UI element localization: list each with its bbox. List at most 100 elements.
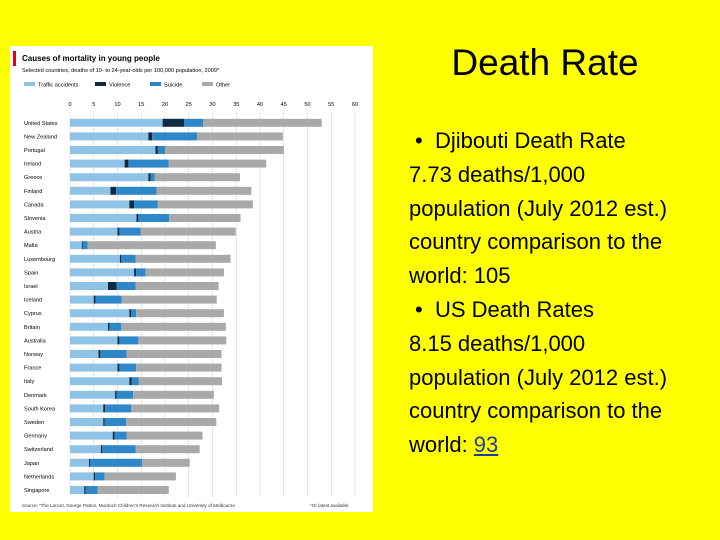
- legend-swatch: [202, 82, 213, 86]
- bar-segment: [103, 404, 106, 413]
- bar-segment: [134, 200, 158, 209]
- us-population: population (July 2012 est.): [409, 364, 668, 390]
- bar-segment: [87, 241, 216, 250]
- category-label: Greece: [24, 175, 42, 181]
- bar-segment: [89, 458, 143, 467]
- bar-segment: [108, 282, 117, 290]
- category-label: France: [24, 366, 41, 372]
- bar-segment: [97, 486, 169, 494]
- category-label: Britain: [24, 325, 40, 331]
- bar-segment: [121, 295, 217, 304]
- bar-segment: [70, 227, 118, 236]
- bar-segment: [129, 377, 132, 386]
- us-bullet-line: • US Death Rates: [409, 293, 717, 327]
- x-tick-label: 40: [257, 102, 263, 108]
- bar-segment: [70, 390, 116, 399]
- djibouti-comparison: country comparison to the: [409, 229, 663, 255]
- chart-bars: [70, 118, 322, 494]
- category-label: Germany: [24, 434, 47, 440]
- bar-segment: [85, 486, 98, 494]
- category-label: Portugal: [24, 148, 45, 154]
- bar-segment: [70, 445, 101, 454]
- bar-segment: [119, 227, 141, 236]
- bar-segment: [115, 390, 117, 399]
- x-tick-label: 45: [281, 102, 287, 108]
- category-label: Slovenia: [24, 216, 46, 222]
- bar-segment: [126, 418, 217, 426]
- bar-segment: [197, 132, 283, 141]
- bar-segment: [104, 418, 127, 426]
- bar-segment: [70, 282, 108, 290]
- x-tick-label: 50: [304, 102, 310, 108]
- us-comparison: country comparison to the: [409, 398, 663, 424]
- bar-segment: [148, 132, 153, 141]
- us-rank-link[interactable]: 93: [473, 432, 499, 458]
- bar-segment: [142, 458, 190, 467]
- bar-segment: [150, 173, 155, 182]
- bar-segment: [102, 445, 136, 454]
- us-rank-prefix: world:: [409, 432, 474, 458]
- category-label: Denmark: [24, 393, 47, 399]
- bar-segment: [70, 350, 99, 358]
- djibouti-population: population (July 2012 est.): [409, 195, 668, 221]
- bar-segment: [136, 363, 222, 372]
- x-tick-label: 60: [352, 102, 358, 108]
- bar-segment: [126, 350, 222, 358]
- bar-segment: [70, 200, 130, 209]
- bar-segment: [162, 118, 184, 127]
- bar-segment: [70, 309, 130, 318]
- bar-segment: [70, 418, 104, 426]
- bar-segment: [129, 309, 132, 318]
- djibouti-rank: 105: [473, 263, 511, 289]
- bar-segment: [131, 377, 139, 386]
- bar-segment: [70, 268, 135, 277]
- bar-segment: [82, 241, 88, 250]
- category-label: South Korea: [24, 406, 56, 412]
- bar-segment: [138, 336, 227, 345]
- legend-swatch: [95, 82, 106, 86]
- bar-segment: [156, 186, 252, 195]
- chart-footnote: *Or latest available: [310, 503, 349, 508]
- bar-segment: [135, 282, 219, 290]
- bar-segment: [157, 146, 165, 154]
- x-tick-label: 0: [68, 102, 71, 108]
- bar-segment: [70, 377, 130, 386]
- bar-segment: [112, 431, 115, 440]
- category-label: Japan: [24, 461, 39, 467]
- mortality-chart: Causes of mortality in young people Sele…: [13, 51, 358, 508]
- bar-segment: [117, 336, 120, 345]
- legend-label: Violence: [109, 83, 130, 89]
- bar-segment: [93, 472, 96, 481]
- x-tick-label: 15: [138, 102, 144, 108]
- bullet-marker: •: [415, 296, 423, 322]
- bar-segment: [114, 431, 127, 440]
- djibouti-rank-line: world: 105: [409, 259, 717, 293]
- us-rank-line: world: 93: [409, 428, 717, 462]
- djibouti-heading: Djibouti Death Rate: [435, 128, 626, 153]
- category-label: Israel: [24, 284, 38, 290]
- category-label: Spain: [24, 270, 38, 276]
- bar-segment: [119, 336, 139, 345]
- us-heading: US Death Rates: [435, 296, 594, 322]
- slide-title: Death Rate: [451, 42, 639, 83]
- djibouti-bullet-line: • Djibouti Death Rate: [409, 124, 717, 158]
- chart-accent-mark: [13, 51, 16, 66]
- bar-segment: [70, 431, 113, 440]
- category-label: Australia: [24, 338, 47, 344]
- bar-segment: [98, 350, 101, 358]
- bar-segment: [121, 322, 226, 331]
- bar-segment: [138, 377, 222, 386]
- bar-segment: [145, 268, 224, 277]
- bar-segment: [70, 254, 120, 263]
- category-label: Iceland: [24, 298, 42, 304]
- bar-segment: [109, 322, 122, 331]
- bar-segment: [136, 268, 146, 277]
- bar-segment: [100, 445, 103, 454]
- bar-segment: [157, 200, 253, 209]
- bar-segment: [148, 173, 151, 182]
- category-label: Finland: [24, 189, 42, 195]
- x-axis-ticks: 0 5 10 15 20 25 30 35 40 45 50 55 60: [68, 102, 358, 108]
- bar-segment: [119, 363, 137, 372]
- djibouti-rate: 7.73 deaths/1,000: [409, 161, 586, 187]
- bar-segment: [119, 254, 122, 263]
